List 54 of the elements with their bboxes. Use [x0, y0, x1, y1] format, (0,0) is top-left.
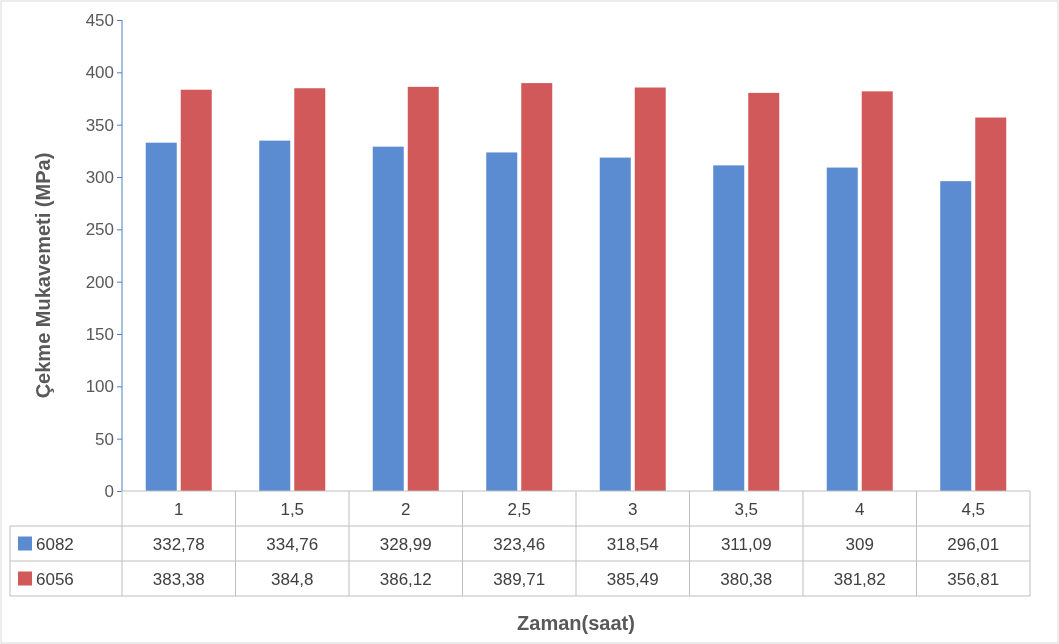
y-tick-label: 0	[104, 481, 114, 501]
y-axis-title: Çekme Mukavemeti (MPa)	[32, 152, 54, 399]
data-label: 296,01	[947, 534, 1000, 554]
y-tick-label: 250	[85, 220, 114, 240]
x-tick-label: 2,5	[507, 499, 532, 519]
bar	[713, 165, 745, 491]
bar	[259, 140, 291, 491]
data-label: 381,82	[833, 569, 886, 589]
bar	[975, 117, 1007, 491]
bar	[634, 87, 666, 491]
data-label: 311,09	[720, 534, 772, 554]
y-tick-label: 400	[85, 63, 114, 83]
x-tick-label: 4	[855, 499, 865, 519]
y-tick-label: 450	[85, 10, 114, 30]
bar	[486, 152, 518, 491]
data-label: 309	[845, 534, 874, 554]
x-tick-label: 4,5	[961, 499, 986, 519]
y-tick-label: 300	[85, 167, 114, 187]
x-tick-label: 1	[174, 499, 184, 519]
bar	[407, 86, 439, 491]
legend-label: 6056	[36, 569, 74, 589]
x-axis-title: Zaman(saat)	[517, 612, 635, 634]
y-tick-label: 350	[85, 115, 114, 135]
data-label: 356,81	[947, 569, 1000, 589]
data-label: 328,99	[379, 534, 432, 554]
data-label: 385,49	[606, 569, 659, 589]
data-label: 380,38	[720, 569, 773, 589]
x-tick-label: 2	[401, 499, 411, 519]
bar	[826, 167, 858, 491]
x-tick-label: 3,5	[734, 499, 759, 519]
bar	[372, 146, 404, 491]
y-tick-label: 100	[85, 377, 114, 397]
data-label: 386,12	[379, 569, 432, 589]
data-label: 323,46	[493, 534, 546, 554]
data-label: 383,38	[152, 569, 205, 589]
data-label: 318,54	[606, 534, 659, 554]
data-label: 332,78	[152, 534, 205, 554]
legend-label: 6082	[36, 534, 74, 554]
bar	[180, 89, 212, 491]
bar	[599, 157, 631, 491]
bar	[940, 181, 972, 491]
x-tick-label: 3	[628, 499, 638, 519]
data-label: 389,71	[493, 569, 546, 589]
y-tick-label: 200	[85, 272, 114, 292]
bar	[861, 91, 893, 491]
bar	[145, 142, 177, 491]
data-label: 384,8	[270, 569, 314, 589]
bar	[521, 83, 553, 491]
bar	[748, 92, 780, 491]
data-label: 334,76	[266, 534, 319, 554]
bar	[294, 88, 326, 491]
y-tick-label: 150	[85, 324, 114, 344]
x-tick-label: 1,5	[280, 499, 305, 519]
y-tick-label: 50	[95, 429, 114, 449]
